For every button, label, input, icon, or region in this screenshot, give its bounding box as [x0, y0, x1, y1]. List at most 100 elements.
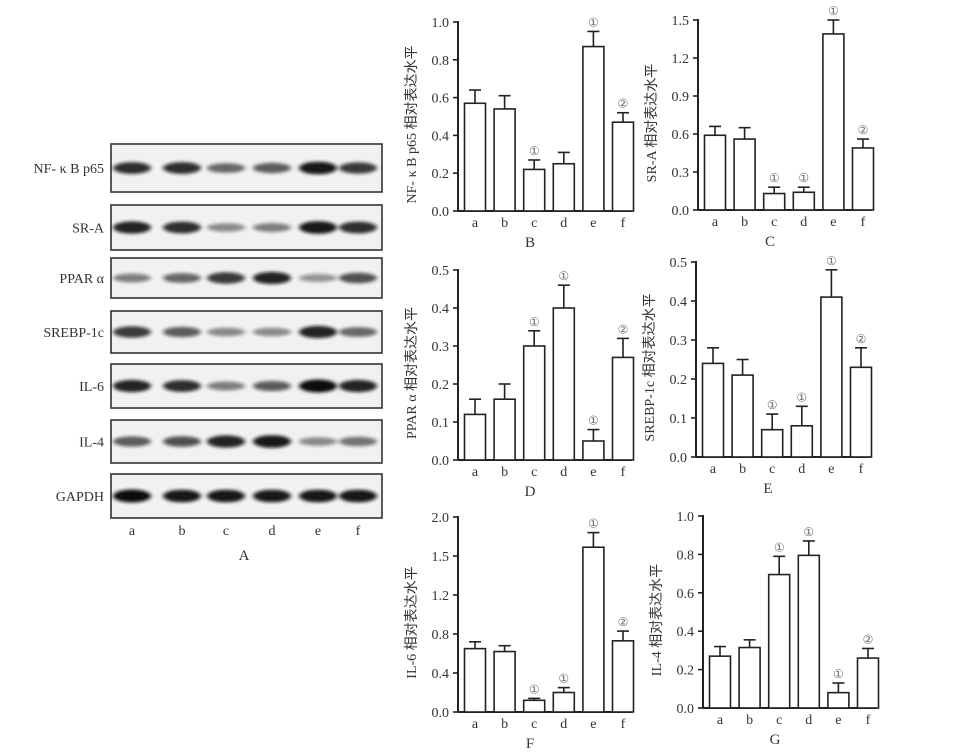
- lane-label: d: [269, 524, 276, 539]
- bar-c: [762, 192, 786, 211]
- panel-label: G: [770, 732, 781, 748]
- bar-b: [493, 398, 516, 461]
- significance-marker: ①: [529, 682, 540, 696]
- significance-marker: ①: [803, 525, 814, 539]
- x-tick-label: b: [501, 717, 508, 732]
- panel-label: D: [525, 484, 536, 500]
- y-tick-label: 0.0: [432, 454, 450, 469]
- y-tick-label: 0.4: [432, 302, 450, 317]
- significance-marker: ①: [769, 171, 780, 185]
- protein-band: [253, 271, 291, 285]
- blot-row-label: SREBP-1c: [43, 326, 104, 341]
- significance-marker: ①: [826, 254, 837, 268]
- blot-row: SREBP-1c: [43, 310, 383, 354]
- blot-row: NF- κ B p65: [34, 143, 383, 193]
- y-tick-label: 0.6: [432, 92, 450, 107]
- bar-d: [792, 191, 816, 211]
- blot-row: IL-6: [79, 363, 383, 409]
- x-tick-label: d: [798, 462, 805, 477]
- protein-band: [253, 327, 291, 337]
- panel-label: E: [763, 481, 772, 497]
- significance-marker: ①: [767, 398, 778, 412]
- y-axis-label: SREBP-1c 相对表达水平: [642, 293, 658, 441]
- protein-band: [163, 489, 201, 503]
- y-tick-label: 2.0: [432, 511, 450, 526]
- protein-band: [113, 436, 151, 447]
- x-tick-label: b: [739, 462, 746, 477]
- x-tick-label: c: [531, 216, 537, 231]
- y-tick-label: 0.0: [432, 205, 450, 220]
- significance-marker: ①: [828, 4, 839, 18]
- bar-chart-e: 0.0 0.1 0.2 0.3 0.4 0.5 SREBP-1c 相对表达水平 a b ① c ① d ①…: [642, 254, 873, 497]
- y-tick-label: 0.2: [670, 373, 688, 388]
- protein-band: [339, 327, 377, 337]
- protein-band: [299, 437, 337, 446]
- y-tick-label: 0.4: [670, 295, 688, 310]
- bar-b: [733, 138, 756, 211]
- y-tick-label: 0.0: [672, 204, 690, 219]
- protein-band: [253, 489, 291, 503]
- protein-band: [299, 325, 337, 339]
- significance-marker: ①: [833, 667, 844, 681]
- y-axis-label: IL-4 相对表达水平: [649, 564, 665, 676]
- protein-band: [113, 273, 151, 283]
- y-axis-label: NF- κ B p65 相对表达水平: [404, 46, 420, 204]
- bar-a: [463, 647, 487, 713]
- bar-a: [463, 413, 487, 461]
- x-tick-label: f: [621, 216, 626, 231]
- x-tick-label: f: [861, 215, 866, 230]
- y-tick-label: 0.5: [432, 264, 450, 279]
- bar-c: [767, 573, 791, 709]
- protein-band: [113, 489, 151, 503]
- bar-f: [611, 640, 635, 713]
- lane-label: c: [223, 524, 229, 539]
- y-axis-label: SR-A 相对表达水平: [644, 64, 660, 183]
- protein-band: [253, 162, 291, 174]
- bar-chart-b: 0.0 0.2 0.4 0.6 0.8 1.0 NF- κ B p65 相对表达水平 a b ① c…: [404, 15, 635, 251]
- blot-row: GAPDH: [56, 473, 383, 519]
- y-tick-label: 0.8: [432, 628, 450, 643]
- y-tick-label: 0.3: [672, 166, 690, 181]
- protein-band: [207, 381, 245, 391]
- significance-marker: ②: [618, 615, 629, 629]
- y-tick-label: 1.0: [677, 510, 695, 525]
- panel-label: B: [525, 235, 535, 251]
- protein-band: [253, 435, 291, 448]
- x-tick-label: e: [590, 717, 596, 732]
- bar-b: [493, 108, 516, 212]
- y-tick-label: 0.8: [677, 548, 695, 563]
- lane-label: e: [315, 524, 321, 539]
- bar-b: [738, 646, 761, 709]
- bar-c: [760, 428, 784, 458]
- protein-band: [113, 162, 151, 174]
- protein-band: [339, 489, 377, 503]
- bar-d: [797, 554, 821, 709]
- bar-c: [522, 168, 546, 212]
- protein-band: [207, 327, 245, 337]
- lane-label: f: [356, 524, 361, 539]
- y-tick-label: 0.0: [432, 706, 450, 721]
- y-tick-label: 0.4: [432, 129, 450, 144]
- protein-band: [113, 379, 151, 393]
- panel-label: F: [526, 736, 534, 752]
- x-tick-label: a: [710, 462, 717, 477]
- bar-d: [552, 162, 576, 212]
- bar-f: [611, 356, 635, 461]
- y-tick-label: 0.3: [432, 340, 450, 355]
- x-tick-label: b: [746, 713, 753, 728]
- x-tick-label: b: [501, 216, 508, 231]
- significance-marker: ①: [798, 171, 809, 185]
- x-tick-label: f: [859, 462, 864, 477]
- bar-chart-f: 0.0 0.4 0.8 1.2 1.5 2.0 IL-6 相对表达水平 a b ① c ① d ① e ② f F: [404, 511, 635, 752]
- protein-band: [163, 273, 201, 283]
- protein-band: [113, 221, 151, 234]
- protein-band: [339, 221, 377, 234]
- x-tick-label: d: [560, 465, 567, 480]
- x-tick-label: a: [472, 216, 479, 231]
- blot-row-label: IL-6: [79, 380, 104, 395]
- y-tick-label: 0.0: [670, 451, 688, 466]
- significance-marker: ①: [529, 144, 540, 158]
- protein-band: [339, 162, 377, 174]
- panel-label: A: [239, 548, 250, 564]
